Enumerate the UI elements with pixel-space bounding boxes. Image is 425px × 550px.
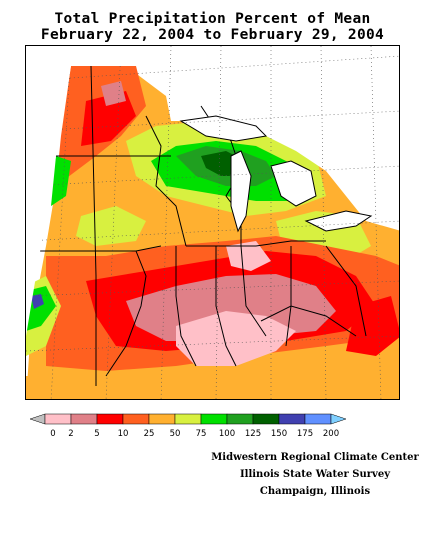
legend-swatch <box>304 413 332 425</box>
map-title-line-2: February 22, 2004 to February 29, 2004 <box>40 27 385 43</box>
legend-swatch <box>122 413 150 425</box>
legend-swatch <box>174 413 202 425</box>
legend-swatch <box>44 413 72 425</box>
legend-label: 100 <box>219 429 235 439</box>
data-region-south-orange <box>26 366 399 399</box>
legend-label: 25 <box>144 429 155 439</box>
legend-swatch <box>96 413 124 425</box>
legend-label: 0 <box>50 429 55 439</box>
color-legend: 0 2 5 10 25 50 75 100 125 150 175 200 <box>30 412 390 444</box>
data-region-north-red-core <box>81 91 136 146</box>
legend-swatches <box>30 413 347 425</box>
credit-organization: Midwestern Regional Climate Center <box>211 452 419 463</box>
lat-lon-grid <box>26 46 399 399</box>
map-title-line-1: Total Precipitation Percent of Mean <box>54 11 371 27</box>
legend-swatch <box>148 413 176 425</box>
data-region-north-rose <box>101 81 126 106</box>
legend-swatch <box>278 413 306 425</box>
legend-label: 10 <box>118 429 129 439</box>
legend-label: 75 <box>196 429 207 439</box>
color-legend-svg: 0 2 5 10 25 50 75 100 125 150 175 200 <box>30 413 347 439</box>
legend-label: 2 <box>68 429 73 439</box>
no-data-region <box>166 46 399 231</box>
credit-location: Champaign, Illinois <box>259 486 371 497</box>
legend-arrow-low <box>30 413 46 425</box>
domain-mask-left <box>26 46 71 336</box>
legend-label: 125 <box>245 429 261 439</box>
legend-label: 200 <box>323 429 339 439</box>
state-boundaries <box>36 65 367 386</box>
legend-swatch <box>226 413 254 425</box>
precipitation-map <box>25 45 400 400</box>
legend-label: 5 <box>94 429 99 439</box>
domain-mask-top <box>26 46 166 66</box>
credit-survey: Illinois State Water Survey <box>239 469 391 480</box>
legend-label: 50 <box>170 429 181 439</box>
data-region-central-rose <box>126 274 336 341</box>
data-region-upper-pink <box>226 241 271 271</box>
data-region-yellowgreen-west <box>76 206 146 246</box>
legend-label: 150 <box>271 429 287 439</box>
legend-label: 175 <box>297 429 313 439</box>
data-region-east-red <box>346 296 399 356</box>
data-region-west-green <box>51 156 71 206</box>
data-region-southwest-blue <box>31 294 44 309</box>
legend-arrow-high <box>330 413 347 425</box>
precipitation-map-svg <box>26 46 399 399</box>
legend-labels: 0 2 5 10 25 50 75 100 125 150 175 200 <box>50 429 339 439</box>
legend-swatch <box>252 413 280 425</box>
data-region-central-pink <box>176 311 296 366</box>
legend-swatch <box>70 413 98 425</box>
legend-swatch <box>200 413 228 425</box>
